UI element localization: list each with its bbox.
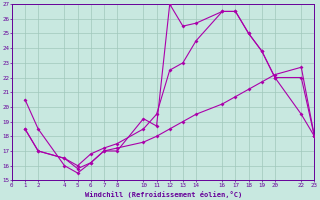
X-axis label: Windchill (Refroidissement éolien,°C): Windchill (Refroidissement éolien,°C): [84, 191, 242, 198]
